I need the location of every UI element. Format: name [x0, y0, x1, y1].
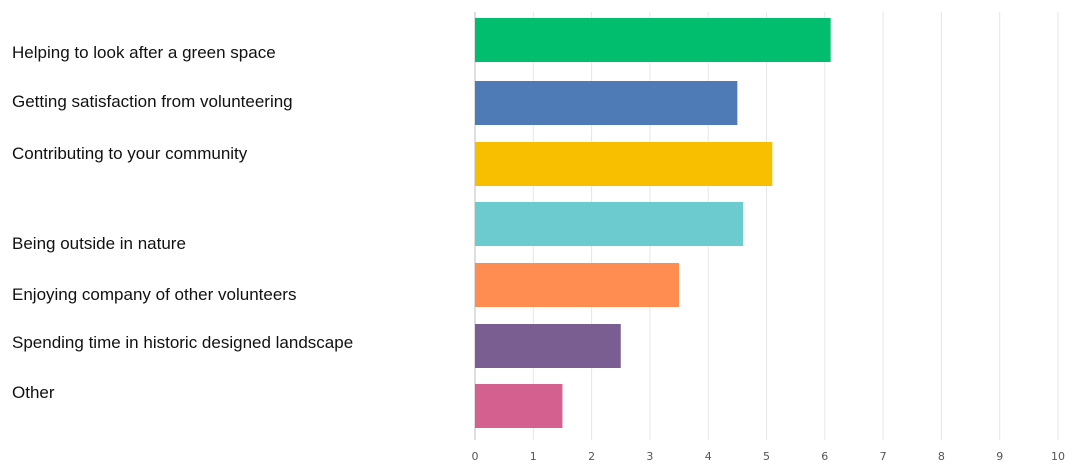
x-tick-label-9: 9 [996, 450, 1003, 463]
x-tick-label-4: 4 [705, 450, 712, 463]
x-tick-label-2: 2 [588, 450, 595, 463]
category-label-nature: Being outside in nature [12, 234, 186, 253]
category-label-company: Enjoying company of other volunteers [12, 285, 297, 304]
bar-3 [475, 142, 773, 186]
category-label-satisfaction: Getting satisfaction from volunteering [12, 92, 293, 111]
bars [475, 18, 831, 428]
category-label-historic-landscape: Spending time in historic designed lands… [12, 333, 354, 352]
bar-1 [475, 18, 831, 62]
category-label-other: Other [12, 383, 55, 402]
category-label-green-space: Helping to look after a green space [12, 43, 276, 62]
bar-7 [475, 384, 563, 428]
x-tick-label-7: 7 [880, 450, 887, 463]
x-tick-label-10: 10 [1051, 450, 1065, 463]
bar-6 [475, 324, 621, 368]
bar-4 [475, 202, 744, 246]
x-tick-label-0: 0 [472, 450, 479, 463]
x-tick-label-1: 1 [530, 450, 537, 463]
category-label-community: Contributing to your community [12, 144, 248, 163]
x-tick-label-8: 8 [938, 450, 945, 463]
bar-5 [475, 263, 680, 307]
x-tick-label-6: 6 [821, 450, 828, 463]
bar-2 [475, 81, 738, 125]
x-axis-ticks: 0 1 2 3 4 5 6 7 8 9 10 [472, 450, 1066, 463]
x-tick-label-3: 3 [646, 450, 653, 463]
x-tick-label-5: 5 [763, 450, 770, 463]
category-labels: Helping to look after a green space Gett… [0, 0, 460, 464]
